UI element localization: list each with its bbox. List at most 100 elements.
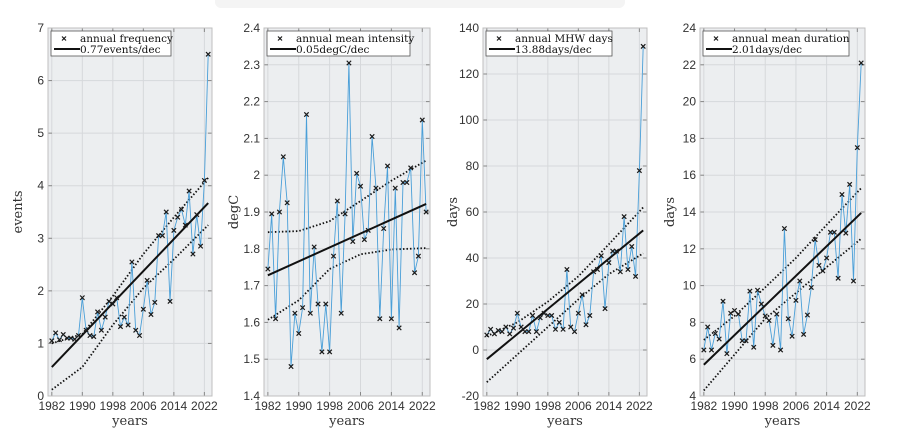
marker-stroke <box>373 185 379 191</box>
x-tick-label: 1990 <box>285 399 312 413</box>
data-point-marker <box>284 200 290 206</box>
trend-line <box>51 202 209 368</box>
marker-stroke <box>758 301 765 307</box>
marker-stroke <box>549 312 555 319</box>
x-tick-label: 2006 <box>130 399 157 413</box>
y-tick-label: 8 <box>689 315 696 329</box>
marker-stroke <box>342 211 348 217</box>
ci-lower-line <box>51 224 209 391</box>
x-tick-label: 1982 <box>38 399 65 413</box>
data-point-marker <box>785 316 791 322</box>
data-point-marker <box>835 275 841 281</box>
data-point-marker <box>533 328 540 335</box>
y-tick-label: 1.4 <box>243 389 260 403</box>
marker-stroke <box>129 259 135 265</box>
legend-label-series: annual MHW days <box>515 33 613 45</box>
marker-stroke <box>400 179 406 186</box>
data-point-marker <box>847 181 853 188</box>
data-point-marker <box>201 177 207 184</box>
y-tick-label: 80 <box>466 159 480 173</box>
data-point-marker <box>629 243 635 250</box>
marker-stroke <box>140 306 146 312</box>
marker-stroke <box>175 214 181 220</box>
data-point-marker <box>423 209 429 215</box>
y-tick-label: 1.7 <box>243 279 260 293</box>
marker-stroke <box>136 332 143 339</box>
marker-stroke <box>155 233 162 239</box>
data-point-marker <box>606 259 612 266</box>
data-point-marker <box>583 322 589 328</box>
x-tick-label: 1998 <box>534 399 561 413</box>
marker-stroke <box>552 326 559 332</box>
marker-stroke <box>201 177 207 184</box>
data-point-marker <box>102 314 108 320</box>
data-point-marker <box>560 326 566 332</box>
marker-stroke <box>330 253 337 259</box>
marker-stroke <box>350 238 356 245</box>
data-point-marker <box>797 278 803 284</box>
marker-stroke <box>739 338 745 344</box>
axes-frame <box>47 27 213 397</box>
x-tick-label: 1990 <box>721 399 748 413</box>
marker-stroke <box>587 312 593 319</box>
marker-stroke <box>272 316 279 322</box>
data-point-marker <box>155 233 162 239</box>
y-tick-label: 6 <box>37 74 44 88</box>
data-point-marker <box>610 248 616 254</box>
x-tick-label: 1998 <box>752 399 779 413</box>
data-point-marker <box>804 312 811 318</box>
data-point-marker <box>265 266 271 272</box>
marker-stroke <box>800 331 807 337</box>
y-tick-label: 1.9 <box>243 205 260 219</box>
trend-line <box>267 202 427 277</box>
y-tick-label: 60 <box>466 205 480 219</box>
legend-marker-icon <box>496 36 502 41</box>
marker-stroke <box>533 328 540 335</box>
marker-stroke <box>114 295 120 301</box>
marker-stroke <box>747 288 753 294</box>
data-point-marker <box>522 328 528 335</box>
data-point-marker <box>167 298 173 304</box>
data-point-marker <box>83 327 89 333</box>
marker-stroke <box>735 311 741 317</box>
marker-stroke <box>205 51 211 57</box>
data-point-marker <box>617 269 623 275</box>
y-axis-label: degC <box>227 195 242 229</box>
marker-stroke <box>499 328 505 335</box>
data-point-marker <box>751 344 757 350</box>
marker-stroke <box>53 330 59 336</box>
marker-stroke <box>789 333 795 339</box>
data-point-marker <box>330 253 337 259</box>
chart-panel-1: 1982 1990 1998 2006 2014 2022 0 1 2 3 4 5 6 7 years eve… <box>11 21 218 429</box>
marker-stroke <box>148 311 154 318</box>
data-point-marker <box>839 191 845 198</box>
marker-stroke <box>87 332 93 339</box>
marker-stroke <box>133 327 139 333</box>
marker-stroke <box>712 330 718 337</box>
marker-stroke <box>568 324 574 330</box>
marker-stroke <box>625 266 631 273</box>
data-point-marker <box>800 331 807 337</box>
data-point-marker <box>323 301 329 307</box>
y-axis-label: days <box>446 197 461 227</box>
marker-stroke <box>94 309 101 315</box>
y-tick-label: 40 <box>466 251 480 265</box>
marker-stroke <box>636 167 642 174</box>
x-tick-label: 2014 <box>378 399 405 413</box>
data-point-marker <box>824 255 830 261</box>
data-point-marker <box>338 310 344 316</box>
data-point-marker <box>552 326 559 332</box>
data-point-marker <box>106 298 112 304</box>
marker-stroke <box>276 209 283 215</box>
marker-stroke <box>315 301 321 307</box>
x-tick-label: 2022 <box>626 399 653 413</box>
data-point-marker <box>739 338 745 344</box>
x-tick-label: 1990 <box>504 399 531 413</box>
marker-stroke <box>701 347 707 353</box>
data-point-marker <box>556 319 562 326</box>
marker-stroke <box>529 312 536 319</box>
marker-stroke <box>594 266 601 273</box>
marker-stroke <box>299 305 306 311</box>
marker-stroke <box>770 342 776 349</box>
